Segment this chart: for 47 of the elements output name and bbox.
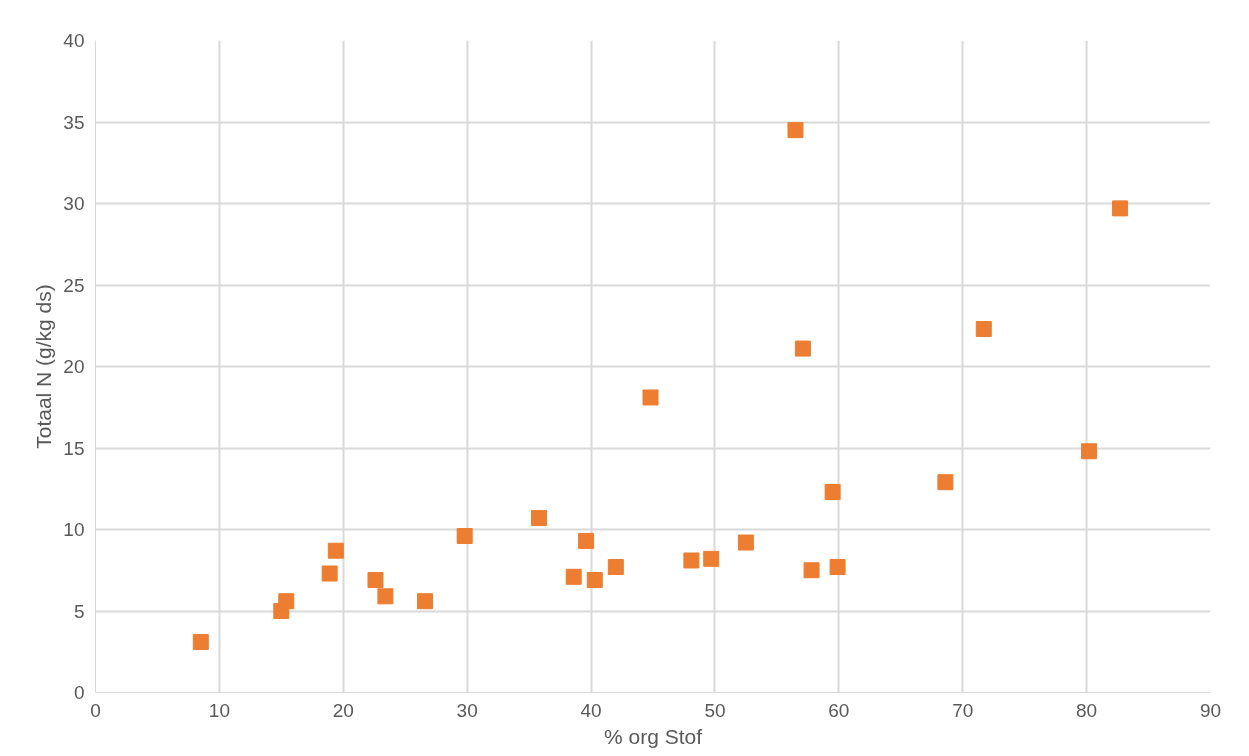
x-tick-label: 30 — [456, 699, 478, 721]
point — [824, 484, 841, 501]
point — [737, 534, 754, 551]
y-tick-label: 30 — [63, 193, 85, 214]
point — [278, 593, 295, 610]
point — [367, 572, 384, 589]
x-tick-label: 20 — [332, 699, 354, 721]
y-tick-label: 25 — [63, 274, 85, 296]
x-tick-label: 10 — [208, 699, 230, 721]
point — [417, 593, 434, 610]
y-tick-label: 40 — [63, 30, 85, 51]
point — [683, 552, 700, 569]
point — [642, 389, 659, 406]
point — [607, 558, 624, 575]
point — [456, 528, 473, 545]
x-tick-label: 60 — [828, 699, 850, 721]
point — [321, 565, 338, 582]
y-tick-label: 10 — [63, 519, 85, 540]
x-tick-label: 70 — [952, 699, 974, 721]
point — [327, 542, 344, 559]
point — [937, 474, 954, 491]
point — [377, 588, 394, 605]
point — [975, 321, 992, 338]
point — [803, 562, 820, 579]
point — [565, 568, 582, 585]
y-axis-title: Totaal N (g/kg ds) — [32, 284, 56, 449]
point — [1081, 443, 1098, 460]
x-tick-label: 90 — [1199, 699, 1222, 721]
x-tick-label: 50 — [704, 699, 726, 721]
x-tick-label: 40 — [580, 699, 602, 721]
y-tick-label: 35 — [63, 111, 85, 133]
point — [192, 633, 209, 650]
point — [703, 550, 720, 567]
point — [1112, 200, 1129, 217]
y-tick-label: 0 — [73, 682, 85, 703]
y-tick-label: 20 — [63, 356, 85, 377]
point — [578, 532, 595, 549]
point — [794, 340, 811, 357]
point — [531, 510, 548, 527]
x-tick-label: 80 — [1076, 699, 1098, 721]
x-tick-label: 0 — [90, 699, 101, 721]
x-axis-title: % org Stof — [603, 724, 703, 748]
point — [787, 122, 804, 139]
point — [829, 558, 846, 575]
y-tick-label: 15 — [63, 437, 85, 459]
y-tick-label: 5 — [73, 600, 85, 622]
point — [586, 572, 603, 589]
